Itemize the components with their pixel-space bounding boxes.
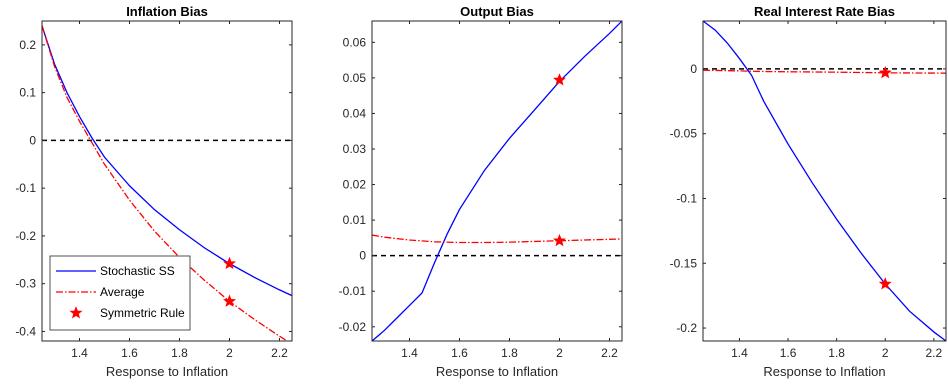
plot-content (372, 21, 622, 341)
legend-entry-label: Stochastic SS (100, 264, 175, 278)
x-axis-label: Response to Inflation (436, 364, 558, 379)
x-tick-label: 1.8 (171, 346, 188, 360)
y-tick-label: -0.4 (15, 324, 36, 338)
panel-title: Inflation Bias (126, 4, 208, 19)
x-tick-label: 2 (882, 346, 889, 360)
series-line-average (372, 234, 622, 244)
axes-frame (41, 20, 293, 342)
plot-area (372, 21, 622, 341)
x-tick-label: 2.2 (601, 346, 618, 360)
x-tick-label: 2.2 (926, 346, 943, 360)
y-tick-label: -0.05 (670, 127, 698, 141)
y-tick-label: -0.1 (15, 181, 36, 195)
x-tick-label: 2.2 (271, 346, 288, 360)
x-tick-label: 2 (556, 346, 563, 360)
x-tick-label: 1.8 (501, 346, 518, 360)
symmetric-rule-marker (223, 294, 236, 307)
x-axis-label: Response to Inflation (106, 364, 228, 379)
x-tick-label: 1.8 (828, 346, 845, 360)
plot-content (703, 21, 946, 341)
y-tick-label: -0.01 (339, 284, 367, 298)
legend-entry-label: Symmetric Rule (100, 306, 185, 320)
y-tick-label: -0.1 (676, 191, 697, 205)
panel-1: 1.4 1.6 1.8 2 2.2 0.2 0.1 0 -0.1 -0.2 -0.3 -0.4 Infl… (15, 4, 293, 379)
y-tick-label: 0.2 (19, 38, 36, 52)
y-tick-label: 0.1 (19, 86, 36, 100)
y-tick-label: 0.03 (343, 142, 367, 156)
y-tick-label: 0.02 (343, 178, 367, 192)
y-tick-label: -0.15 (670, 256, 698, 270)
symmetric-rule-marker (223, 256, 236, 270)
x-tick-label: 1.4 (71, 346, 88, 360)
plot-area (703, 21, 946, 341)
symmetric-rule-marker (553, 73, 566, 86)
series-line-stochastic-ss (703, 21, 946, 341)
panel-title: Output Bias (460, 4, 534, 19)
y-tick-label: 0.04 (343, 106, 367, 120)
x-tick-label: 1.4 (731, 346, 748, 360)
x-tick-label: 1.4 (401, 346, 418, 360)
plot-content (42, 25, 292, 341)
panel-3: 1.4 1.6 1.8 2 2.2 0 -0.05 -0.1 -0.15 -0.2 Real Int… (670, 4, 947, 379)
series-line-average (703, 69, 946, 74)
x-axis-label: Response to Inflation (763, 364, 885, 379)
panel-title: Real Interest Rate Bias (754, 4, 895, 19)
symmetric-rule-marker (553, 233, 566, 247)
legend-entry-label: Average (100, 285, 145, 299)
series-line-average (42, 25, 289, 341)
y-tick-label: 0.06 (343, 35, 367, 49)
y-tick-label: 0 (359, 249, 366, 263)
axes-frame (702, 20, 947, 342)
x-tick-label: 2 (226, 346, 233, 360)
symmetric-rule-marker (878, 65, 892, 79)
legend-box (49, 255, 191, 331)
legend: Stochastic SS Average Symmetric Rule (49, 255, 191, 331)
y-tick-label: 0.05 (343, 71, 367, 85)
panel-2: 1.4 1.6 1.8 2 2.2 0.06 0.05 0.04 0.03 0.02 0.01 0 -0… (339, 4, 623, 379)
x-tick-label: 1.6 (121, 346, 138, 360)
legend-swatch-symmetric-rule (69, 306, 83, 319)
y-tick-label: 0.01 (343, 213, 367, 227)
x-tick-label: 1.6 (780, 346, 797, 360)
series-line-stochastic-ss (372, 21, 622, 341)
y-tick-label: -0.3 (15, 277, 36, 291)
axes-frame (371, 20, 623, 342)
y-tick-label: 0 (29, 133, 36, 147)
y-tick-label: -0.2 (676, 321, 697, 335)
series-line-stochastic-ss (42, 25, 292, 297)
x-tick-label: 1.6 (451, 346, 468, 360)
y-tick-label: 0 (690, 62, 697, 76)
y-tick-label: -0.02 (339, 320, 367, 334)
y-tick-label: -0.2 (15, 229, 36, 243)
symmetric-rule-marker (878, 277, 892, 290)
